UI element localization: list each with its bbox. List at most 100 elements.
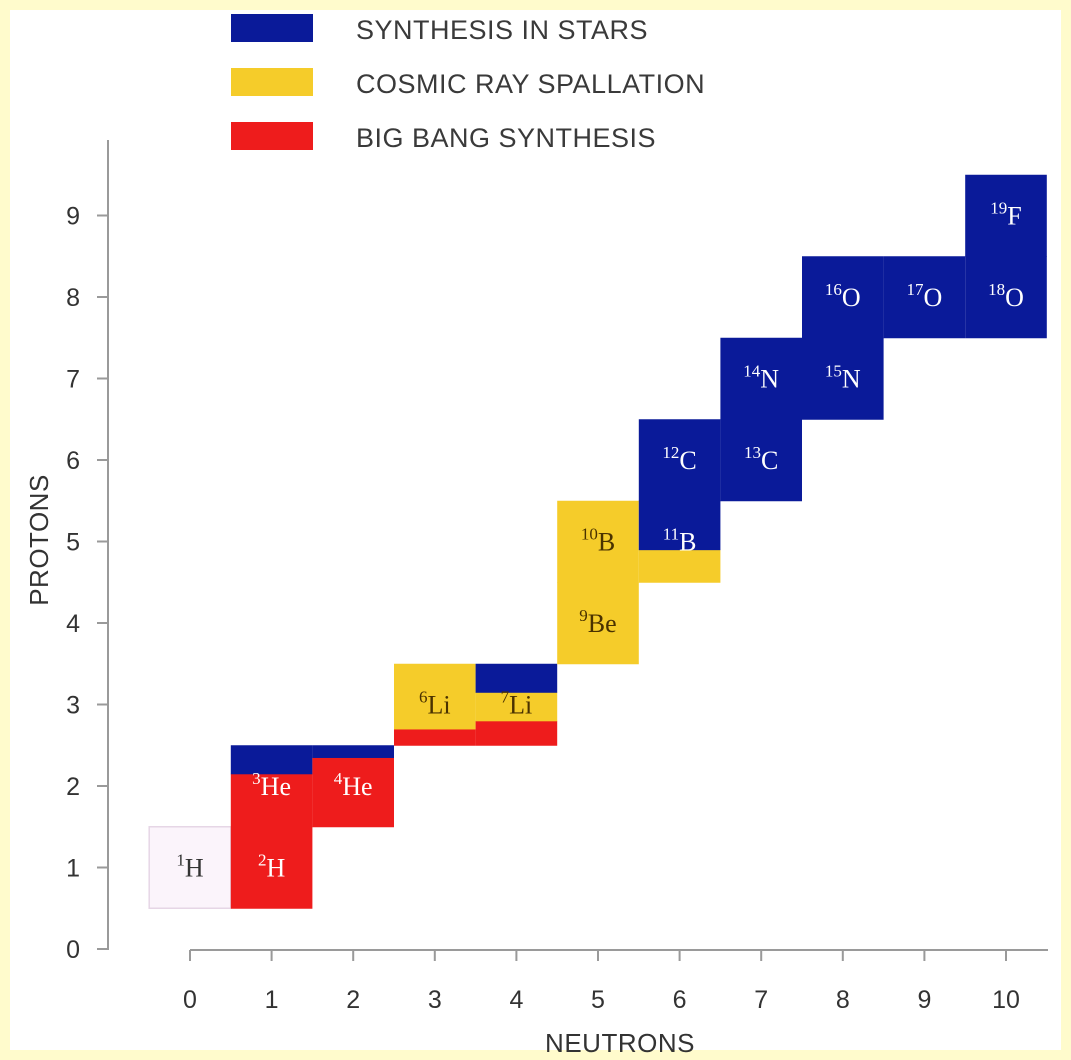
cell-segment-bigbang [394,728,476,746]
isotope-symbol: Li [509,691,532,720]
y-ticks: 0 1 2 3 4 5 6 7 8 9 [66,203,108,964]
x-tick-label: 10 [992,986,1020,1014]
legend-label-stars: SYNTHESIS IN STARS [356,15,648,45]
isotope-symbol: C [761,446,778,475]
isotope-cell-3-he: 3He [230,745,313,828]
isotope-label: 6Li [419,688,451,720]
x-tick-label: 1 [265,986,279,1014]
isotope-label: 4He [334,769,373,801]
isotope-label: 11B [663,525,697,557]
cell-segment-stars [312,745,394,758]
cell-segment-stars [720,419,802,502]
x-tick-label: 7 [754,986,768,1014]
legend: SYNTHESIS IN STARS COSMIC RAY SPALLATION B… [231,14,705,153]
cell-segment-cosmic [557,500,639,583]
isotope-cell-7-li: 7Li [475,663,558,746]
x-tick-label: 2 [346,986,360,1014]
legend-label-cosmic: COSMIC RAY SPALLATION [356,69,705,99]
isotope-cell-13-c: 13C [720,419,802,502]
isotope-cell-19-f: 19F [965,174,1047,257]
y-tick-label: 7 [66,366,80,394]
y-tick-label: 9 [66,203,80,231]
isotope-cell-4-he: 4He [312,745,394,828]
cell-segment-stars [475,663,558,693]
cell-segment-stars [965,174,1047,257]
isotope-cell-2-h: 2H [230,826,313,909]
isotope-cell-6-li: 6Li [394,663,476,746]
isotope-mass-number: 9 [579,606,588,625]
isotope-symbol: He [342,772,372,801]
isotope-label: 13C [744,443,778,475]
y-tick-label: 1 [66,855,80,883]
cell-segment-cosmic [394,663,476,730]
isotope-symbol: F [1007,202,1021,231]
isotope-symbol: C [679,446,696,475]
isotope-symbol: B [598,528,615,557]
isotope-mass-number: 16 [825,280,842,299]
isotope-cell-10-b: 10B [557,500,639,583]
isotope-mass-number: 6 [419,688,428,707]
isotope-mass-number: 19 [990,199,1007,218]
x-tick-label: 8 [836,986,850,1014]
isotope-symbol: H [266,854,285,883]
isotope-cell-1-h: 1H [148,826,232,909]
isotope-cell-18-o: 18O [965,256,1047,339]
cell-segment-bigbang [230,773,313,828]
isotope-mass-number: 2 [258,851,267,870]
cell-segment-stars [802,337,884,420]
x-tick-label: 9 [917,986,931,1014]
cell-background [148,826,232,909]
cell-segment-cosmic [557,582,639,665]
isotope-symbol: Li [427,691,450,720]
isotope-symbol: H [185,854,204,883]
isotope-label: 9Be [579,606,616,638]
cell-segment-stars [802,256,884,339]
isotope-mass-number: 10 [581,525,598,544]
cell-segment-stars [638,419,721,502]
isotope-label: 3He [252,769,291,801]
y-tick-label: 6 [66,447,80,475]
isotope-label: 15N [825,362,861,394]
legend-swatch-bigbang [231,122,313,150]
isotope-label: 18O [988,280,1024,312]
x-tick-label: 0 [183,986,197,1014]
isotope-symbol: O [842,283,861,312]
isotope-symbol: O [924,283,943,312]
isotope-cell-14-n: 14N [720,337,802,420]
x-ticks: 0 1 2 3 4 5 6 7 8 9 10 [183,950,1020,1014]
cell-segment-stars [965,256,1047,339]
y-tick-label: 5 [66,529,80,557]
isotope-label: 12C [662,443,696,475]
x-tick-label: 4 [509,986,523,1014]
y-tick-label: 4 [66,610,80,638]
isotope-symbol: N [760,365,779,394]
cell-segment-cosmic [475,692,558,722]
isotope-label: 14N [743,362,779,394]
isotope-symbol: O [1005,283,1024,312]
isotope-cell-9-be: 9Be [557,582,639,665]
isotope-mass-number: 18 [988,280,1005,299]
x-tick-label: 3 [428,986,442,1014]
cell-segment-stars [883,256,966,339]
isotope-symbol: Be [588,609,617,638]
isotope-label: 1H [176,851,204,883]
isotope-mass-number: 15 [825,362,842,381]
isotope-symbol: N [842,365,861,394]
isotope-label: 19F [990,199,1021,231]
isotope-mass-number: 17 [907,280,925,299]
isotope-symbol: He [261,772,291,801]
isotope-mass-number: 1 [176,851,185,870]
cell-segment-bigbang [475,720,558,746]
y-tick-label: 8 [66,284,80,312]
isotope-mass-number: 3 [252,769,261,788]
isotope-mass-number: 14 [743,362,761,381]
y-tick-label: 0 [66,936,80,964]
legend-label-bigbang: BIG BANG SYNTHESIS [356,123,656,153]
y-tick-label: 3 [66,692,80,720]
isotope-symbol: B [679,528,696,557]
isotope-mass-number: 7 [501,688,510,707]
cell-segment-stars [720,337,802,420]
cell-segment-stars [230,745,313,775]
